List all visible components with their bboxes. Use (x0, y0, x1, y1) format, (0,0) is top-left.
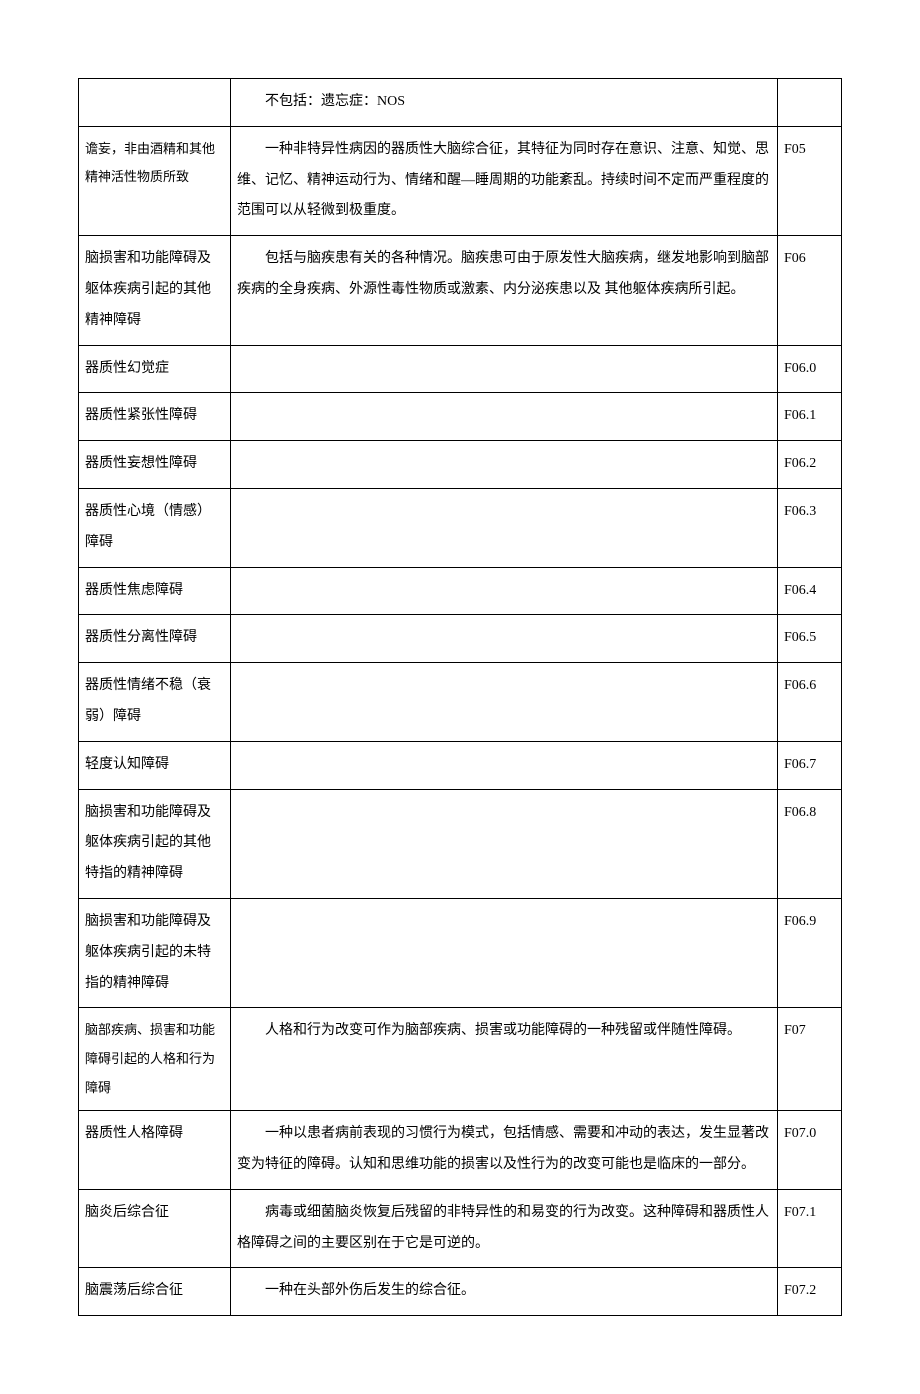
table-row: 器质性心境（情感）障碍 F06.3 (79, 488, 842, 567)
disorder-code-cell: F06.4 (778, 567, 842, 615)
table-row: 脑震荡后综合征一种在头部外伤后发生的综合征。F07.2 (79, 1268, 842, 1316)
disorder-code-cell: F06.2 (778, 441, 842, 489)
disorder-code-cell: F07 (778, 1008, 842, 1111)
disorder-code-cell: F06 (778, 236, 842, 345)
disorder-code-cell: F06.8 (778, 789, 842, 898)
table-row: 器质性妄想性障碍 F06.2 (79, 441, 842, 489)
disorder-name-cell: 轻度认知障碍 (79, 741, 231, 789)
disorder-name-cell: 器质性情绪不稳（衰弱）障碍 (79, 663, 231, 742)
disorder-name-cell: 器质性人格障碍 (79, 1111, 231, 1190)
disorder-description-cell (231, 789, 778, 898)
disorder-name-cell: 脑炎后综合征 (79, 1189, 231, 1268)
table-row: 器质性情绪不稳（衰弱）障碍 F06.6 (79, 663, 842, 742)
disorder-name-cell: 脑部疾病、损害和功能障碍引起的人格和行为障碍 (79, 1008, 231, 1111)
disorder-description-cell: 人格和行为改变可作为脑部疾病、损害或功能障碍的一种残留或伴随性障碍。 (231, 1008, 778, 1111)
table-row: 不包括：遗忘症：NOS (79, 79, 842, 127)
disorder-code-cell (778, 79, 842, 127)
table-row: 器质性焦虑障碍 F06.4 (79, 567, 842, 615)
disorder-description-cell: 病毒或细菌脑炎恢复后残留的非特异性的和易变的行为改变。这种障碍和器质性人格障碍之… (231, 1189, 778, 1268)
disorder-description-cell: 一种以患者病前表现的习惯行为模式，包括情感、需要和冲动的表达，发生显著改变为特征… (231, 1111, 778, 1190)
disorder-code-cell: F06.9 (778, 898, 842, 1007)
disorder-code-cell: F07.2 (778, 1268, 842, 1316)
disorder-code-cell: F06.1 (778, 393, 842, 441)
table-row: 脑炎后综合征病毒或细菌脑炎恢复后残留的非特异性的和易变的行为改变。这种障碍和器质… (79, 1189, 842, 1268)
table-row: 器质性人格障碍一种以患者病前表现的习惯行为模式，包括情感、需要和冲动的表达，发生… (79, 1111, 842, 1190)
disorder-name-cell: 器质性分离性障碍 (79, 615, 231, 663)
table-row: 器质性紧张性障碍 F06.1 (79, 393, 842, 441)
disorder-description-cell: 包括与脑疾患有关的各种情况。脑疾患可由于原发性大脑疾病，继发地影响到脑部疾病的全… (231, 236, 778, 345)
disorder-description-cell (231, 663, 778, 742)
disorder-description-cell (231, 488, 778, 567)
disorder-name-cell: 脑损害和功能障碍及躯体疾病引起的其他特指的精神障碍 (79, 789, 231, 898)
disorder-description-cell (231, 441, 778, 489)
disorder-description-cell: 不包括：遗忘症：NOS (231, 79, 778, 127)
table-row: 谵妄，非由酒精和其他精神活性物质所致一种非特异性病因的器质性大脑综合征，其特征为… (79, 126, 842, 235)
disorder-name-cell: 器质性心境（情感）障碍 (79, 488, 231, 567)
disorder-description-cell (231, 615, 778, 663)
disorder-name-cell: 器质性紧张性障碍 (79, 393, 231, 441)
disorder-code-cell: F07.0 (778, 1111, 842, 1190)
table-row: 器质性幻觉症 F06.0 (79, 345, 842, 393)
disorder-code-cell: F06.3 (778, 488, 842, 567)
disorder-description-cell: 一种在头部外伤后发生的综合征。 (231, 1268, 778, 1316)
disorder-description-cell (231, 393, 778, 441)
table-row: 脑损害和功能障碍及躯体疾病引起的未特指的精神障碍 F06.9 (79, 898, 842, 1007)
disorder-description-cell (231, 567, 778, 615)
disorder-name-cell: 器质性焦虑障碍 (79, 567, 231, 615)
disorder-code-cell: F06.6 (778, 663, 842, 742)
disorder-code-cell: F06.0 (778, 345, 842, 393)
disorder-name-cell: 谵妄，非由酒精和其他精神活性物质所致 (79, 126, 231, 235)
table-row: 轻度认知障碍 F06.7 (79, 741, 842, 789)
disorder-code-cell: F06.5 (778, 615, 842, 663)
table-row: 脑损害和功能障碍及躯体疾病引起的其他精神障碍包括与脑疾患有关的各种情况。脑疾患可… (79, 236, 842, 345)
icd-classification-table: 不包括：遗忘症：NOS谵妄，非由酒精和其他精神活性物质所致一种非特异性病因的器质… (78, 78, 842, 1316)
disorder-name-cell: 脑震荡后综合征 (79, 1268, 231, 1316)
disorder-description-cell (231, 741, 778, 789)
disorder-description-cell: 一种非特异性病因的器质性大脑综合征，其特征为同时存在意识、注意、知觉、思维、记忆… (231, 126, 778, 235)
table-row: 脑损害和功能障碍及躯体疾病引起的其他特指的精神障碍 F06.8 (79, 789, 842, 898)
disorder-name-cell: 器质性妄想性障碍 (79, 441, 231, 489)
disorder-description-cell (231, 898, 778, 1007)
table-row: 脑部疾病、损害和功能障碍引起的人格和行为障碍人格和行为改变可作为脑部疾病、损害或… (79, 1008, 842, 1111)
disorder-name-cell: 器质性幻觉症 (79, 345, 231, 393)
disorder-name-cell: 脑损害和功能障碍及躯体疾病引起的未特指的精神障碍 (79, 898, 231, 1007)
disorder-name-cell: 脑损害和功能障碍及躯体疾病引起的其他精神障碍 (79, 236, 231, 345)
disorder-code-cell: F07.1 (778, 1189, 842, 1268)
disorder-description-cell (231, 345, 778, 393)
table-row: 器质性分离性障碍 F06.5 (79, 615, 842, 663)
disorder-code-cell: F06.7 (778, 741, 842, 789)
disorder-name-cell (79, 79, 231, 127)
disorder-code-cell: F05 (778, 126, 842, 235)
